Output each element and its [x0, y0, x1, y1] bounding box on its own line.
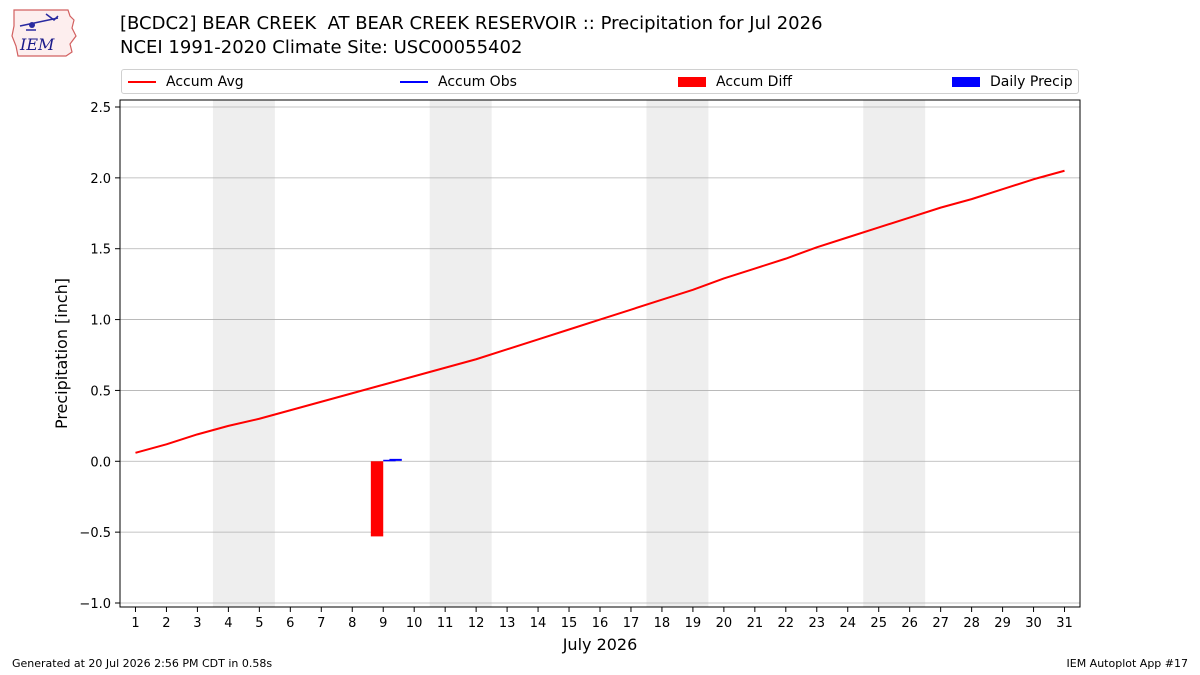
- x-tick-label: 6: [286, 616, 294, 631]
- legend-item-daily-precip: Daily Precip: [952, 74, 1073, 90]
- iem-logo: IEM: [8, 6, 80, 60]
- y-tick-label: 2.5: [90, 101, 111, 116]
- x-tick-label: 24: [839, 616, 856, 631]
- x-tick-label: 18: [654, 616, 671, 631]
- y-axis-label: Precipitation [inch]: [52, 278, 71, 429]
- x-tick-label: 19: [685, 616, 702, 631]
- x-tick-label: 29: [994, 616, 1011, 631]
- legend-item-accum-obs: Accum Obs: [400, 74, 517, 90]
- x-tick-label: 25: [870, 616, 887, 631]
- line-accum-avg: [135, 169, 1065, 454]
- x-tick-label: 10: [406, 616, 423, 631]
- x-axis-label: July 2026: [562, 635, 638, 654]
- x-tick-label: 28: [963, 616, 980, 631]
- weekend-band: [646, 100, 709, 607]
- x-tick-label: 22: [778, 616, 795, 631]
- x-tick-label: 12: [468, 616, 485, 631]
- bar-accum-diff: [370, 461, 384, 537]
- x-tick-label: 16: [592, 616, 609, 631]
- x-tick-label: 30: [1025, 616, 1042, 631]
- legend-label-accum-diff: Accum Diff: [716, 74, 793, 90]
- legend-label-accum-avg: Accum Avg: [166, 74, 244, 90]
- legend-swatch-daily-precip: [952, 77, 980, 87]
- x-tick-label: 31: [1056, 616, 1073, 631]
- y-tick-label: 2.0: [90, 172, 111, 187]
- x-tick-label: 15: [561, 616, 578, 631]
- x-tick-label: 26: [901, 616, 918, 631]
- legend-swatch-accum-avg: [128, 81, 156, 83]
- y-tick-label: −0.5: [79, 526, 111, 541]
- x-tick-label: 20: [716, 616, 733, 631]
- x-tick-label: 23: [809, 616, 826, 631]
- plot-frame: [119, 99, 1081, 608]
- x-tick-label: 17: [623, 616, 640, 631]
- weekend-band: [863, 100, 926, 607]
- footer-app: IEM Autoplot App #17: [1066, 657, 1189, 670]
- legend-swatch-accum-diff: [678, 77, 706, 87]
- y-tick-label: 0.0: [90, 455, 111, 470]
- x-tick-label: 3: [193, 616, 201, 631]
- chart-legend: Accum Avg Accum Obs Accum Diff Daily Pre…: [121, 69, 1079, 94]
- x-tick-label: 11: [437, 616, 454, 631]
- y-tick-label: 1.0: [90, 314, 111, 329]
- x-tick-label: 9: [379, 616, 387, 631]
- y-tick-label: 1.5: [90, 243, 111, 258]
- chart-title: [BCDC2] BEAR CREEK AT BEAR CREEK RESERVO…: [120, 13, 823, 34]
- x-tick-label: 13: [499, 616, 516, 631]
- legend-item-accum-diff: Accum Diff: [678, 74, 792, 90]
- footer-generated: Generated at 20 Jul 2026 2:56 PM CDT in …: [12, 657, 273, 670]
- legend-label-accum-obs: Accum Obs: [438, 74, 517, 90]
- weekend-band: [212, 100, 275, 607]
- x-tick-label: 2: [162, 616, 170, 631]
- x-tick-label: 21: [747, 616, 764, 631]
- x-tick-label: 5: [255, 616, 263, 631]
- bar-daily-precip: [383, 459, 396, 462]
- chart-subtitle: NCEI 1991-2020 Climate Site: USC00055402: [120, 37, 523, 58]
- x-tick-label: 8: [348, 616, 356, 631]
- x-tick-label: 27: [932, 616, 949, 631]
- x-tick-label: 14: [530, 616, 547, 631]
- legend-label-daily-precip: Daily Precip: [990, 74, 1073, 90]
- x-tick-label: 1: [131, 616, 139, 631]
- legend-item-accum-avg: Accum Avg: [128, 74, 244, 90]
- legend-swatch-accum-obs: [400, 81, 428, 83]
- x-tick-label: 4: [224, 616, 232, 631]
- y-tick-label: −1.0: [79, 597, 111, 612]
- svg-text:IEM: IEM: [19, 35, 55, 54]
- x-tick-label: 7: [317, 616, 325, 631]
- y-tick-label: 0.5: [90, 384, 111, 399]
- weekend-band: [429, 100, 492, 607]
